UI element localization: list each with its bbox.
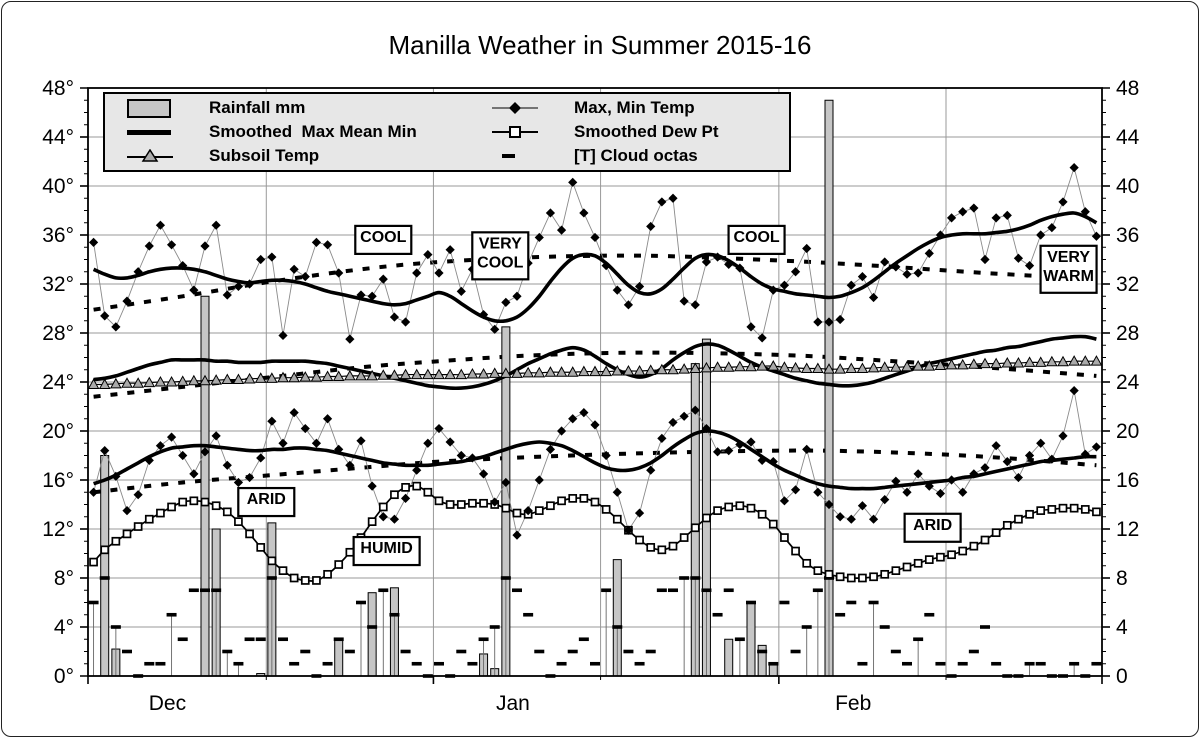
smoothed-line-icon: [113, 129, 201, 135]
svg-text:Jan: Jan: [496, 692, 530, 715]
svg-text:8°: 8°: [54, 567, 74, 590]
svg-text:WARM: WARM: [1043, 268, 1094, 285]
legend-label: Smoothed Max Mean Min: [209, 122, 417, 141]
legend-label: Smoothed Dew Pt: [574, 122, 719, 141]
legend-label: [T] Cloud octas: [574, 146, 698, 165]
svg-text:16: 16: [1116, 469, 1139, 492]
legend-item-dewpt: Smoothed Dew Pt: [478, 120, 789, 144]
svg-text:12: 12: [1116, 518, 1139, 541]
svg-text:48°: 48°: [42, 77, 74, 100]
subsoil-marker-icon: [113, 149, 201, 163]
axes: 0°4°8°12°16°20°24°28°32°36°40°44°48°0481…: [42, 77, 1139, 715]
annotations: COOL VERY COOL COOL VERY WARM ARID HUMID ARID: [237, 224, 1098, 567]
svg-text:44: 44: [1116, 126, 1140, 149]
annotation-arid: ARID: [903, 512, 962, 543]
svg-text:40: 40: [1116, 175, 1139, 198]
svg-text:COOL: COOL: [360, 229, 406, 246]
legend-item-smoothed: Smoothed Max Mean Min: [113, 120, 478, 144]
legend-item-cloud: [T] Cloud octas: [478, 144, 789, 168]
svg-text:ARID: ARID: [247, 491, 286, 508]
plot-border: [87, 87, 1103, 677]
svg-text:0: 0: [1116, 665, 1128, 688]
svg-text:Feb: Feb: [835, 692, 871, 715]
legend-item-subsoil: Subsoil Temp: [113, 144, 478, 168]
svg-text:24°: 24°: [42, 371, 74, 394]
svg-text:28°: 28°: [42, 322, 74, 345]
legend-item-rainfall: Rainfall mm: [113, 96, 478, 120]
cloud-dash-icon: [478, 154, 566, 158]
rainfall-swatch-icon: [113, 98, 201, 118]
svg-text:32: 32: [1116, 273, 1139, 296]
annotation-cool: COOL: [727, 224, 786, 255]
legend-item-maxmin: Max, Min Temp: [478, 96, 789, 120]
annotation-very-warm: VERY WARM: [1039, 244, 1098, 294]
annotation-humid: HUMID: [352, 535, 421, 567]
dewpt-marker-icon: [478, 125, 566, 139]
svg-text:COOL: COOL: [733, 229, 779, 246]
chart-legend: Rainfall mm Smoothed Max Mean Min Subsoi…: [103, 92, 791, 172]
svg-text:Dec: Dec: [149, 692, 186, 715]
series-subsoil: [87, 355, 1103, 389]
svg-text:40°: 40°: [42, 175, 74, 198]
annotation-arid: ARID: [237, 486, 296, 518]
svg-text:36: 36: [1116, 224, 1139, 247]
svg-text:ARID: ARID: [913, 517, 952, 534]
series-maxmin-markers: [88, 163, 1102, 540]
svg-text:28: 28: [1116, 322, 1139, 345]
svg-text:COOL: COOL: [477, 254, 523, 271]
annotation-very-cool: VERY COOL: [471, 231, 530, 281]
chart-title: Manilla Weather in Summer 2015-16: [388, 30, 812, 60]
svg-text:36°: 36°: [42, 224, 74, 247]
svg-text:32°: 32°: [42, 273, 74, 296]
legend-label: Max, Min Temp: [574, 98, 695, 117]
legend-label: Rainfall mm: [209, 98, 306, 117]
svg-text:48: 48: [1116, 77, 1139, 100]
svg-text:0°: 0°: [54, 665, 74, 688]
svg-text:44°: 44°: [42, 126, 74, 149]
svg-text:8: 8: [1116, 567, 1128, 590]
maxmin-marker-icon: [478, 101, 566, 115]
svg-text:VERY: VERY: [1047, 249, 1090, 266]
legend-label: Subsoil Temp: [209, 146, 320, 165]
annotation-cool: COOL: [354, 224, 413, 255]
svg-text:24: 24: [1116, 371, 1140, 394]
svg-text:12°: 12°: [42, 518, 74, 541]
svg-text:HUMID: HUMID: [360, 540, 412, 557]
svg-text:16°: 16°: [42, 469, 74, 492]
series-dew-pt: [89, 481, 1101, 585]
svg-text:4: 4: [1116, 616, 1128, 639]
svg-text:20: 20: [1116, 420, 1139, 443]
svg-text:VERY: VERY: [479, 235, 522, 252]
svg-text:20°: 20°: [42, 420, 74, 443]
svg-text:4°: 4°: [54, 616, 74, 639]
